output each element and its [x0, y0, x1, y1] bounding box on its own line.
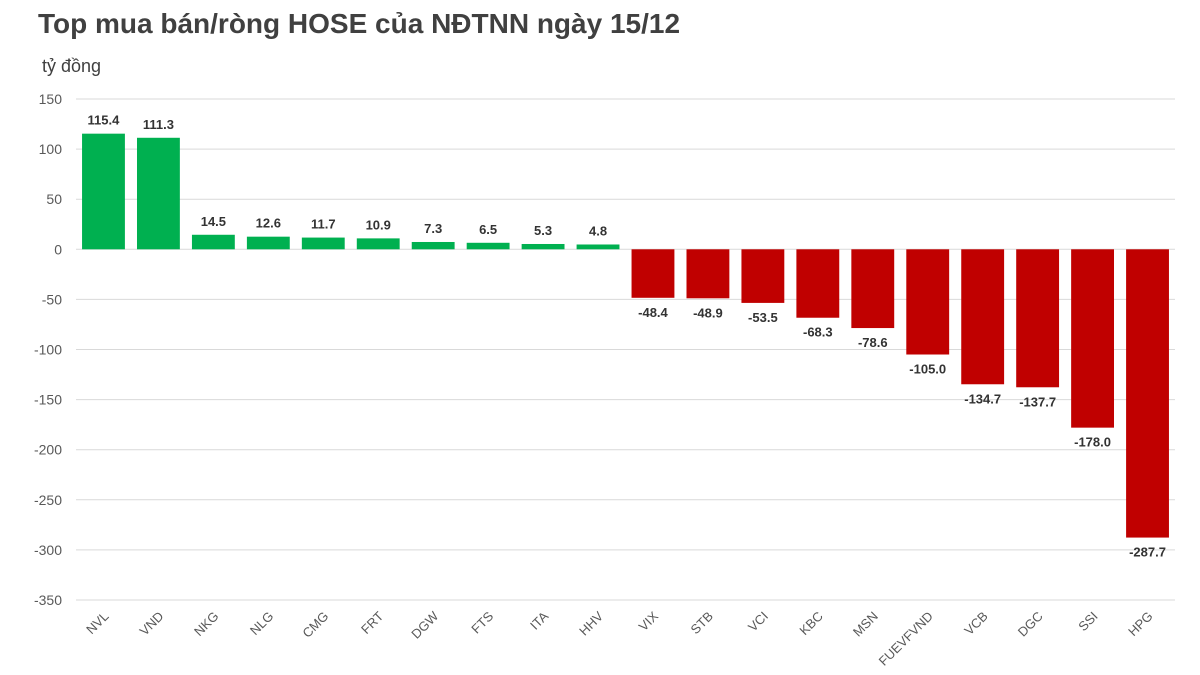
data-label: 111.3 — [143, 117, 174, 132]
bar-fuevfvnd — [906, 249, 950, 355]
x-category-label: KBC — [796, 609, 826, 639]
x-axis-categories: NVL VND NKG NLG CMG FRT DGW FTS ITA HHV VIX STB VCI K… — [83, 608, 1156, 669]
data-label: -105.0 — [909, 362, 946, 377]
data-label: -137.7 — [1019, 394, 1056, 409]
data-label: 6.5 — [479, 222, 497, 237]
bar-vix — [631, 249, 675, 298]
y-tick-label: -300 — [34, 542, 62, 558]
x-category-label: VCB — [961, 609, 991, 639]
bar-vnd — [136, 137, 180, 250]
bar-ssi — [1071, 249, 1115, 428]
data-label: -48.9 — [693, 305, 723, 320]
x-category-label: STB — [688, 609, 716, 637]
bar-nvl — [82, 133, 125, 250]
x-category-label: FRT — [358, 608, 386, 636]
x-category-label: FTS — [468, 608, 496, 636]
bar-vcb — [961, 249, 1005, 385]
y-tick-label: 0 — [54, 241, 62, 257]
chart-title: Top mua bán/ròng HOSE của NĐTNN ngày 15/… — [38, 8, 681, 39]
bar-stb — [686, 249, 730, 299]
bar-vci — [741, 249, 785, 303]
x-category-label: SSI — [1075, 609, 1100, 634]
x-category-label: VIX — [636, 608, 662, 634]
data-label: 7.3 — [424, 221, 442, 236]
bar-ita — [521, 243, 565, 250]
data-label: 11.7 — [311, 217, 336, 232]
y-tick-label: 150 — [39, 91, 63, 107]
gridlines — [76, 98, 1175, 601]
bars — [82, 133, 1169, 538]
bar-dgw — [411, 241, 455, 250]
x-category-label: VCI — [745, 609, 771, 635]
x-category-label: DGC — [1015, 609, 1046, 640]
data-label: -134.7 — [964, 391, 1001, 406]
data-label: -48.4 — [638, 305, 668, 320]
x-category-label: ITA — [527, 608, 551, 632]
y-axis-unit-label: tỷ đồng — [42, 56, 102, 76]
x-category-label: DGW — [408, 608, 442, 642]
x-category-label: MSN — [850, 609, 881, 640]
x-category-label: HHV — [576, 608, 606, 638]
data-labels: 115.4 111.3 14.5 12.6 11.7 10.9 7.3 6.5 5.3 4.8 -4… — [88, 113, 1166, 560]
data-label: -68.3 — [803, 325, 833, 340]
bar-nkg — [191, 234, 235, 250]
bar-nlg — [246, 236, 290, 250]
y-tick-label: -150 — [34, 392, 62, 408]
x-category-label: NVL — [83, 609, 111, 637]
y-axis-ticks: 150 100 50 0 -50 -100 -150 -200 -250 -300 -350 — [34, 91, 62, 608]
y-tick-label: -250 — [34, 492, 62, 508]
bar-hhv — [576, 244, 620, 250]
data-label: 12.6 — [256, 216, 281, 231]
x-category-label: NLG — [247, 609, 277, 639]
data-label: 115.4 — [88, 113, 121, 128]
bar-hpg — [1126, 249, 1169, 538]
bar-kbc — [796, 249, 840, 318]
x-category-label: CMG — [299, 609, 331, 641]
y-tick-label: -100 — [34, 342, 62, 358]
y-tick-label: -50 — [42, 291, 62, 307]
x-category-label: FUEVFVND — [876, 609, 936, 669]
data-label: 10.9 — [366, 217, 391, 232]
data-label: 5.3 — [534, 223, 552, 238]
y-tick-label: 100 — [39, 141, 63, 157]
bar-msn — [851, 249, 895, 329]
data-label: 14.5 — [201, 214, 226, 229]
y-tick-label: 50 — [46, 191, 62, 207]
data-label: -178.0 — [1074, 435, 1111, 450]
y-tick-label: -350 — [34, 592, 62, 608]
bar-frt — [356, 238, 400, 250]
y-tick-label: -200 — [34, 442, 62, 458]
data-label: -287.7 — [1129, 545, 1166, 560]
data-label: -78.6 — [858, 335, 888, 350]
bar-cmg — [301, 237, 345, 250]
bar-dgc — [1016, 249, 1060, 388]
data-label: -53.5 — [748, 310, 778, 325]
x-category-label: VND — [137, 609, 167, 639]
data-label: 4.8 — [589, 223, 607, 238]
bar-fts — [466, 242, 510, 250]
x-category-label: NKG — [191, 609, 222, 640]
x-category-label: HPG — [1125, 609, 1156, 640]
